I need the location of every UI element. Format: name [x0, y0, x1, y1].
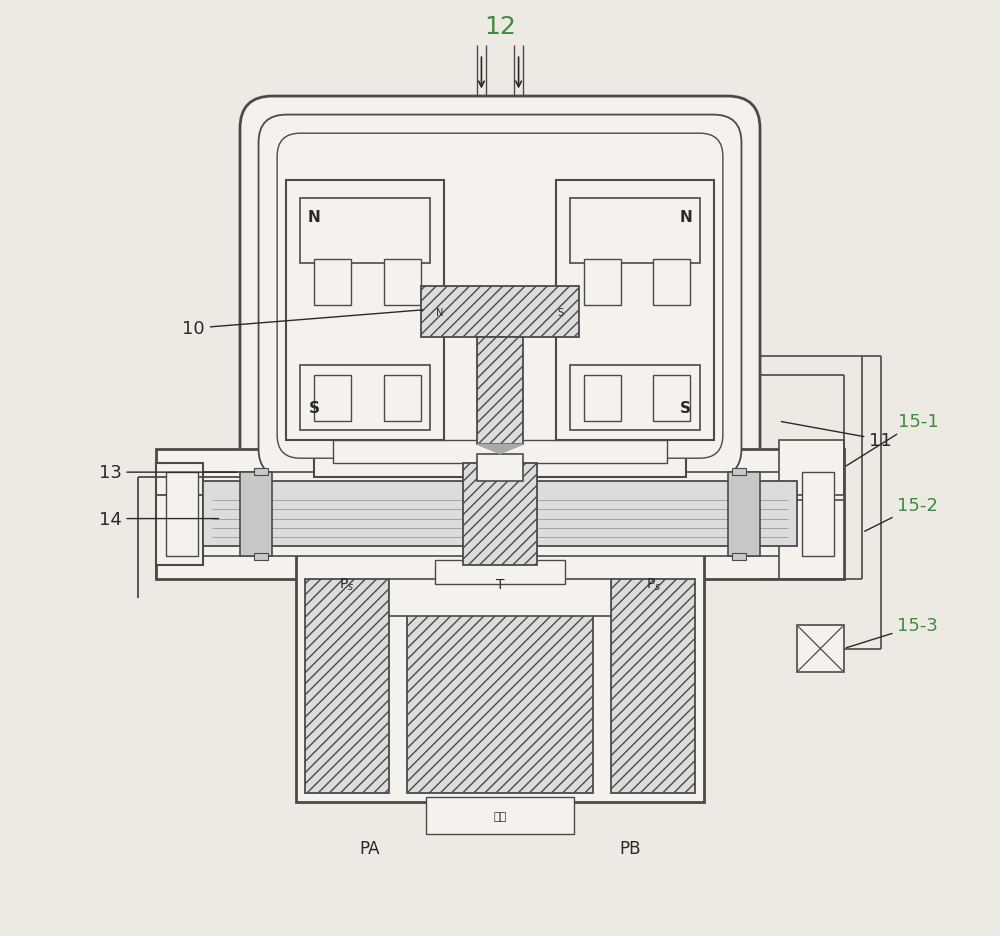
Bar: [300, 199, 430, 264]
Bar: [463, 463, 537, 565]
Bar: [389, 579, 611, 617]
Bar: [305, 579, 389, 793]
Bar: [333, 440, 667, 463]
Bar: [421, 287, 579, 338]
Bar: [653, 259, 690, 306]
Text: T: T: [496, 577, 504, 591]
Bar: [156, 463, 203, 565]
Bar: [254, 468, 268, 475]
Text: 10: 10: [182, 311, 423, 338]
Bar: [477, 338, 523, 445]
Bar: [407, 607, 593, 793]
Text: N: N: [308, 210, 321, 225]
Bar: [286, 181, 444, 440]
Bar: [180, 473, 820, 556]
Bar: [156, 449, 844, 579]
Text: 负荷: 负荷: [493, 811, 507, 821]
Bar: [384, 259, 421, 306]
Bar: [797, 625, 844, 672]
Bar: [166, 473, 198, 556]
Bar: [203, 482, 797, 547]
Bar: [611, 579, 695, 793]
Text: 15-2: 15-2: [865, 496, 938, 532]
Bar: [254, 553, 268, 561]
Bar: [732, 553, 746, 561]
Bar: [426, 797, 574, 834]
Bar: [240, 473, 272, 556]
FancyBboxPatch shape: [240, 97, 760, 496]
FancyBboxPatch shape: [277, 134, 723, 459]
Text: S: S: [309, 401, 320, 416]
Text: S: S: [680, 401, 691, 416]
Text: 14: 14: [99, 510, 219, 528]
Bar: [802, 473, 834, 556]
Bar: [296, 551, 704, 802]
Bar: [314, 440, 686, 477]
Text: N: N: [679, 210, 692, 225]
Bar: [300, 366, 430, 431]
Bar: [653, 375, 690, 421]
Bar: [556, 181, 714, 440]
Bar: [584, 259, 621, 306]
Text: 12: 12: [484, 15, 516, 39]
Bar: [797, 463, 844, 565]
Bar: [570, 366, 700, 431]
Bar: [384, 375, 421, 421]
Bar: [779, 501, 844, 579]
Text: PA: PA: [360, 840, 380, 857]
Bar: [314, 259, 351, 306]
Text: 15-3: 15-3: [846, 617, 938, 648]
Text: P$_s$: P$_s$: [646, 576, 661, 592]
Text: N: N: [436, 308, 443, 318]
Text: 11: 11: [781, 422, 892, 449]
Bar: [732, 468, 746, 475]
Bar: [570, 199, 700, 264]
Text: P$_s$: P$_s$: [339, 576, 354, 592]
Text: 13: 13: [99, 463, 237, 482]
Polygon shape: [477, 445, 523, 454]
Text: 15-1: 15-1: [846, 413, 938, 466]
Bar: [314, 375, 351, 421]
FancyBboxPatch shape: [259, 115, 741, 477]
Bar: [477, 454, 523, 482]
Bar: [584, 375, 621, 421]
Bar: [779, 440, 844, 505]
Bar: [728, 473, 760, 556]
Bar: [435, 561, 565, 584]
Text: PB: PB: [619, 840, 641, 857]
Text: S: S: [557, 308, 563, 318]
